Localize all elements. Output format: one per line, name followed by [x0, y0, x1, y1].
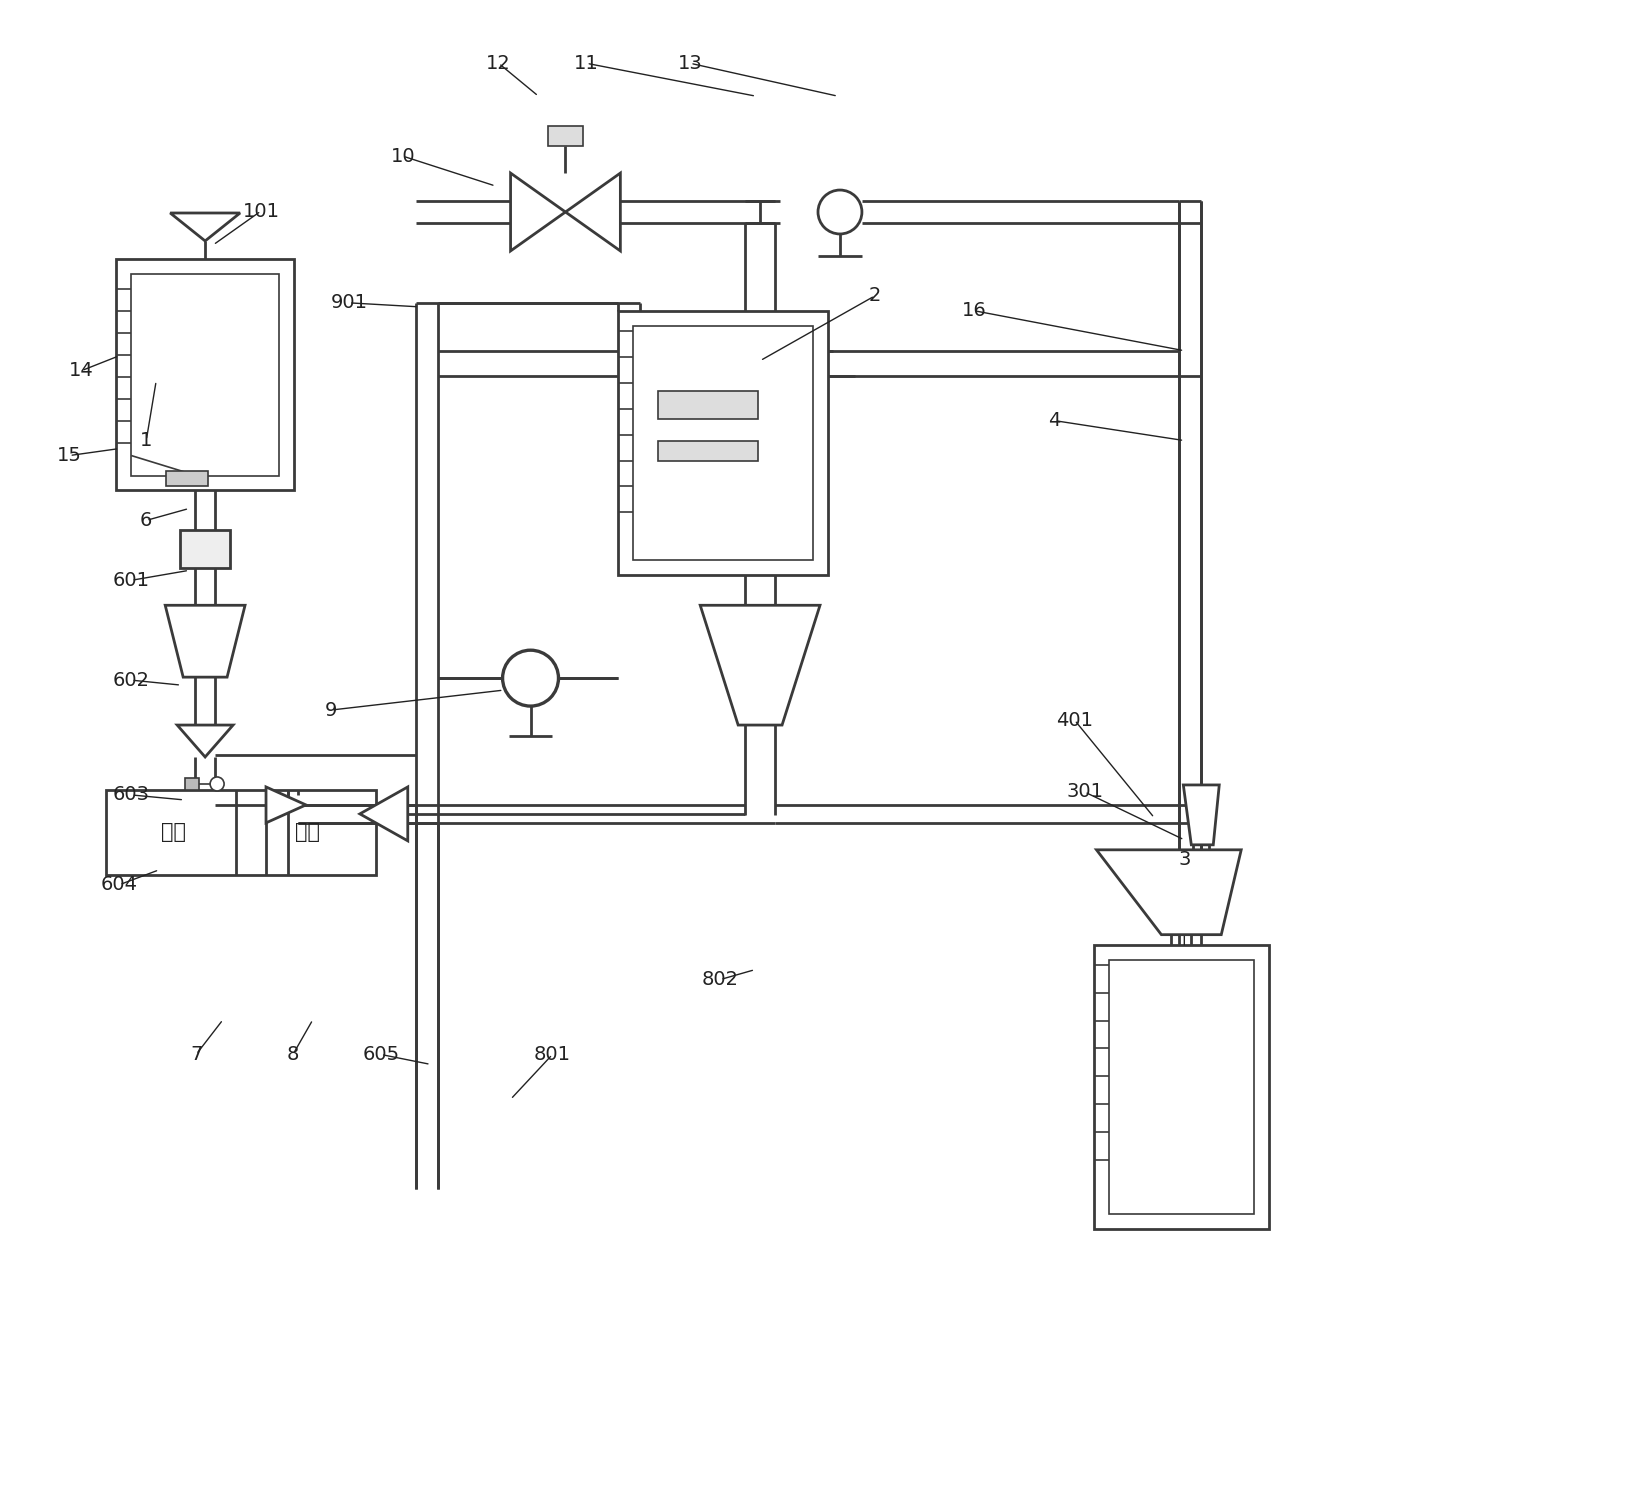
Text: 14: 14: [69, 362, 93, 380]
Bar: [658, 440, 758, 461]
Polygon shape: [177, 725, 232, 757]
Bar: [106, 790, 377, 874]
Bar: [180, 530, 231, 568]
Text: 11: 11: [575, 54, 599, 72]
Bar: [1095, 945, 1269, 1230]
Polygon shape: [165, 606, 246, 677]
Bar: [634, 326, 814, 561]
Polygon shape: [267, 787, 306, 823]
Text: 12: 12: [486, 54, 511, 72]
Text: 101: 101: [242, 202, 280, 220]
Text: 6: 6: [141, 511, 152, 530]
Text: 605: 605: [362, 1044, 399, 1064]
Text: 301: 301: [1066, 782, 1103, 802]
Text: 4: 4: [1048, 411, 1061, 429]
Text: 1: 1: [141, 431, 152, 451]
Text: 601: 601: [113, 571, 149, 589]
Bar: [167, 470, 208, 487]
Text: 15: 15: [57, 446, 82, 466]
Text: 7: 7: [190, 1044, 203, 1064]
Polygon shape: [360, 787, 408, 841]
Text: 603: 603: [113, 785, 149, 805]
Polygon shape: [1097, 850, 1241, 934]
Bar: [1110, 960, 1254, 1215]
Text: 801: 801: [534, 1044, 571, 1064]
Text: 13: 13: [678, 54, 702, 72]
Circle shape: [210, 778, 224, 791]
Polygon shape: [701, 606, 820, 725]
Text: 油壶: 油壶: [160, 821, 185, 842]
Bar: [116, 259, 295, 490]
Polygon shape: [170, 212, 241, 241]
Text: 2: 2: [869, 286, 881, 306]
Text: 10: 10: [391, 146, 416, 166]
Text: 16: 16: [963, 301, 987, 321]
Bar: [658, 390, 758, 419]
Text: 802: 802: [702, 971, 738, 989]
Text: 401: 401: [1056, 711, 1094, 729]
Polygon shape: [511, 173, 565, 252]
Text: 油路: 油路: [295, 821, 321, 842]
Text: 3: 3: [1179, 850, 1190, 870]
Polygon shape: [565, 173, 620, 252]
Polygon shape: [1184, 785, 1220, 845]
Text: 8: 8: [286, 1044, 300, 1064]
Circle shape: [503, 650, 558, 707]
Bar: [547, 127, 583, 146]
Bar: [131, 274, 278, 476]
Circle shape: [818, 190, 863, 234]
Text: 602: 602: [113, 671, 149, 690]
Bar: [185, 778, 200, 790]
Text: 901: 901: [331, 294, 367, 312]
Text: 604: 604: [101, 876, 138, 894]
Text: 9: 9: [324, 701, 337, 719]
Bar: [619, 310, 828, 576]
